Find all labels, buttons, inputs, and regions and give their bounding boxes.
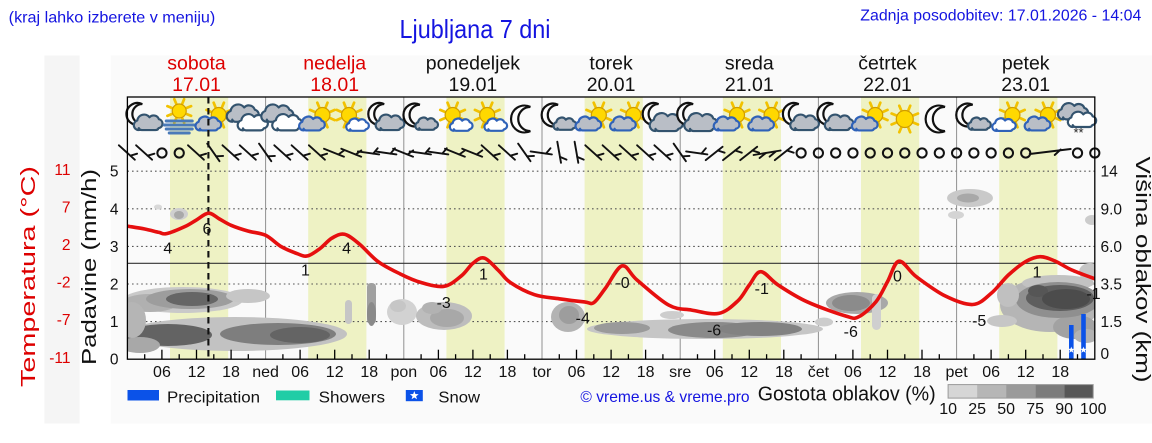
svg-text:4: 4 xyxy=(163,240,172,257)
svg-text:-1: -1 xyxy=(755,281,769,298)
svg-text:12: 12 xyxy=(1017,364,1035,381)
svg-text:6.0: 6.0 xyxy=(1101,239,1123,256)
svg-text:14: 14 xyxy=(1101,164,1119,181)
svg-text:06: 06 xyxy=(844,364,862,381)
svg-text:1: 1 xyxy=(301,263,310,280)
svg-text:-4: -4 xyxy=(576,310,590,327)
svg-text:12: 12 xyxy=(740,364,758,381)
svg-text:nedelja: nedelja xyxy=(303,53,366,75)
svg-text:12: 12 xyxy=(602,364,620,381)
svg-text:-6: -6 xyxy=(844,324,858,341)
svg-text:© vreme.us & vreme.pro: © vreme.us & vreme.pro xyxy=(580,389,749,406)
svg-text:četrtek: četrtek xyxy=(858,53,917,75)
svg-text:sre: sre xyxy=(669,364,691,381)
svg-text:18: 18 xyxy=(913,364,931,381)
svg-text:18: 18 xyxy=(637,364,655,381)
svg-text:Ljubljana 7 dni: Ljubljana 7 dni xyxy=(400,14,551,44)
svg-text:10: 10 xyxy=(939,401,957,418)
svg-text:06: 06 xyxy=(982,364,1000,381)
svg-text:1.5: 1.5 xyxy=(1101,314,1123,331)
svg-text:21.01: 21.01 xyxy=(725,74,774,96)
svg-text:19.01: 19.01 xyxy=(448,74,497,96)
svg-text:18: 18 xyxy=(1051,364,1069,381)
svg-text:-0: -0 xyxy=(615,275,629,292)
svg-text:-2: -2 xyxy=(57,275,71,292)
svg-text:18: 18 xyxy=(775,364,793,381)
svg-text:22.01: 22.01 xyxy=(863,74,912,96)
svg-text:17.01: 17.01 xyxy=(172,74,221,96)
svg-text:pon: pon xyxy=(390,364,417,381)
svg-text:18.01: 18.01 xyxy=(310,74,359,96)
svg-text:Gostota oblakov (%): Gostota oblakov (%) xyxy=(758,384,936,406)
svg-text:petek: petek xyxy=(1002,53,1050,75)
svg-text:06: 06 xyxy=(429,364,447,381)
svg-text:pet: pet xyxy=(945,364,968,381)
svg-text:Zadnja posodobitev: 17.01.2026: Zadnja posodobitev: 17.01.2026 - 14:04 xyxy=(860,8,1141,25)
svg-text:Precipitation: Precipitation xyxy=(167,390,260,407)
svg-text:torek: torek xyxy=(589,53,633,75)
svg-text:7: 7 xyxy=(62,199,71,216)
svg-text:23.01: 23.01 xyxy=(1001,74,1050,96)
svg-text:-5: -5 xyxy=(972,313,986,330)
svg-text:20.01: 20.01 xyxy=(587,74,636,96)
svg-text:2: 2 xyxy=(110,277,119,294)
svg-text:(kraj lahko izberete v meniju): (kraj lahko izberete v meniju) xyxy=(9,10,216,27)
svg-text:12: 12 xyxy=(879,364,897,381)
svg-text:11: 11 xyxy=(54,162,70,179)
svg-text:1: 1 xyxy=(479,266,488,283)
svg-text:25: 25 xyxy=(968,401,986,418)
svg-text:12: 12 xyxy=(188,364,206,381)
svg-text:0: 0 xyxy=(1101,346,1110,363)
svg-text:ponedeljek: ponedeljek xyxy=(426,53,521,75)
svg-text:**: ** xyxy=(1073,125,1083,140)
svg-text:100: 100 xyxy=(1080,401,1107,418)
svg-text:06: 06 xyxy=(153,364,171,381)
svg-text:0: 0 xyxy=(893,269,902,286)
svg-text:12: 12 xyxy=(326,364,344,381)
svg-text:4: 4 xyxy=(342,240,351,257)
svg-text:3.5: 3.5 xyxy=(1101,277,1123,294)
svg-text:9.0: 9.0 xyxy=(1101,201,1123,218)
svg-text:06: 06 xyxy=(291,364,309,381)
svg-text:ned: ned xyxy=(252,364,279,381)
svg-text:6: 6 xyxy=(203,221,212,238)
svg-text:-1: -1 xyxy=(1086,286,1100,303)
svg-text:18: 18 xyxy=(360,364,378,381)
svg-text:-7: -7 xyxy=(57,312,71,329)
svg-text:sreda: sreda xyxy=(725,53,774,75)
svg-text:-11: -11 xyxy=(49,350,70,367)
svg-text:Snow: Snow xyxy=(438,390,480,407)
svg-text:sobota: sobota xyxy=(167,53,226,75)
svg-text:5: 5 xyxy=(110,164,119,181)
svg-text:Temperatura (°C): Temperatura (°C) xyxy=(18,166,40,387)
svg-text:06: 06 xyxy=(706,364,724,381)
svg-text:Višina oblakov (km): Višina oblakov (km) xyxy=(1131,157,1152,383)
svg-text:čet: čet xyxy=(808,364,830,381)
svg-text:-6: -6 xyxy=(707,323,721,340)
svg-text:0: 0 xyxy=(110,352,119,369)
svg-text:3: 3 xyxy=(110,239,119,256)
svg-text:-3: -3 xyxy=(437,295,451,312)
svg-text:06: 06 xyxy=(568,364,586,381)
svg-text:50: 50 xyxy=(997,401,1015,418)
svg-text:1: 1 xyxy=(110,314,119,331)
svg-text:Padavine (mm/h): Padavine (mm/h) xyxy=(79,169,101,365)
svg-text:4: 4 xyxy=(110,201,119,218)
svg-text:18: 18 xyxy=(222,364,240,381)
svg-text:1: 1 xyxy=(1033,265,1042,282)
svg-text:2: 2 xyxy=(62,237,71,254)
svg-text:18: 18 xyxy=(499,364,517,381)
svg-text:90: 90 xyxy=(1055,401,1073,418)
svg-text:12: 12 xyxy=(464,364,482,381)
svg-text:tor: tor xyxy=(533,364,552,381)
svg-text:75: 75 xyxy=(1026,401,1044,418)
svg-text:Showers: Showers xyxy=(319,390,385,407)
